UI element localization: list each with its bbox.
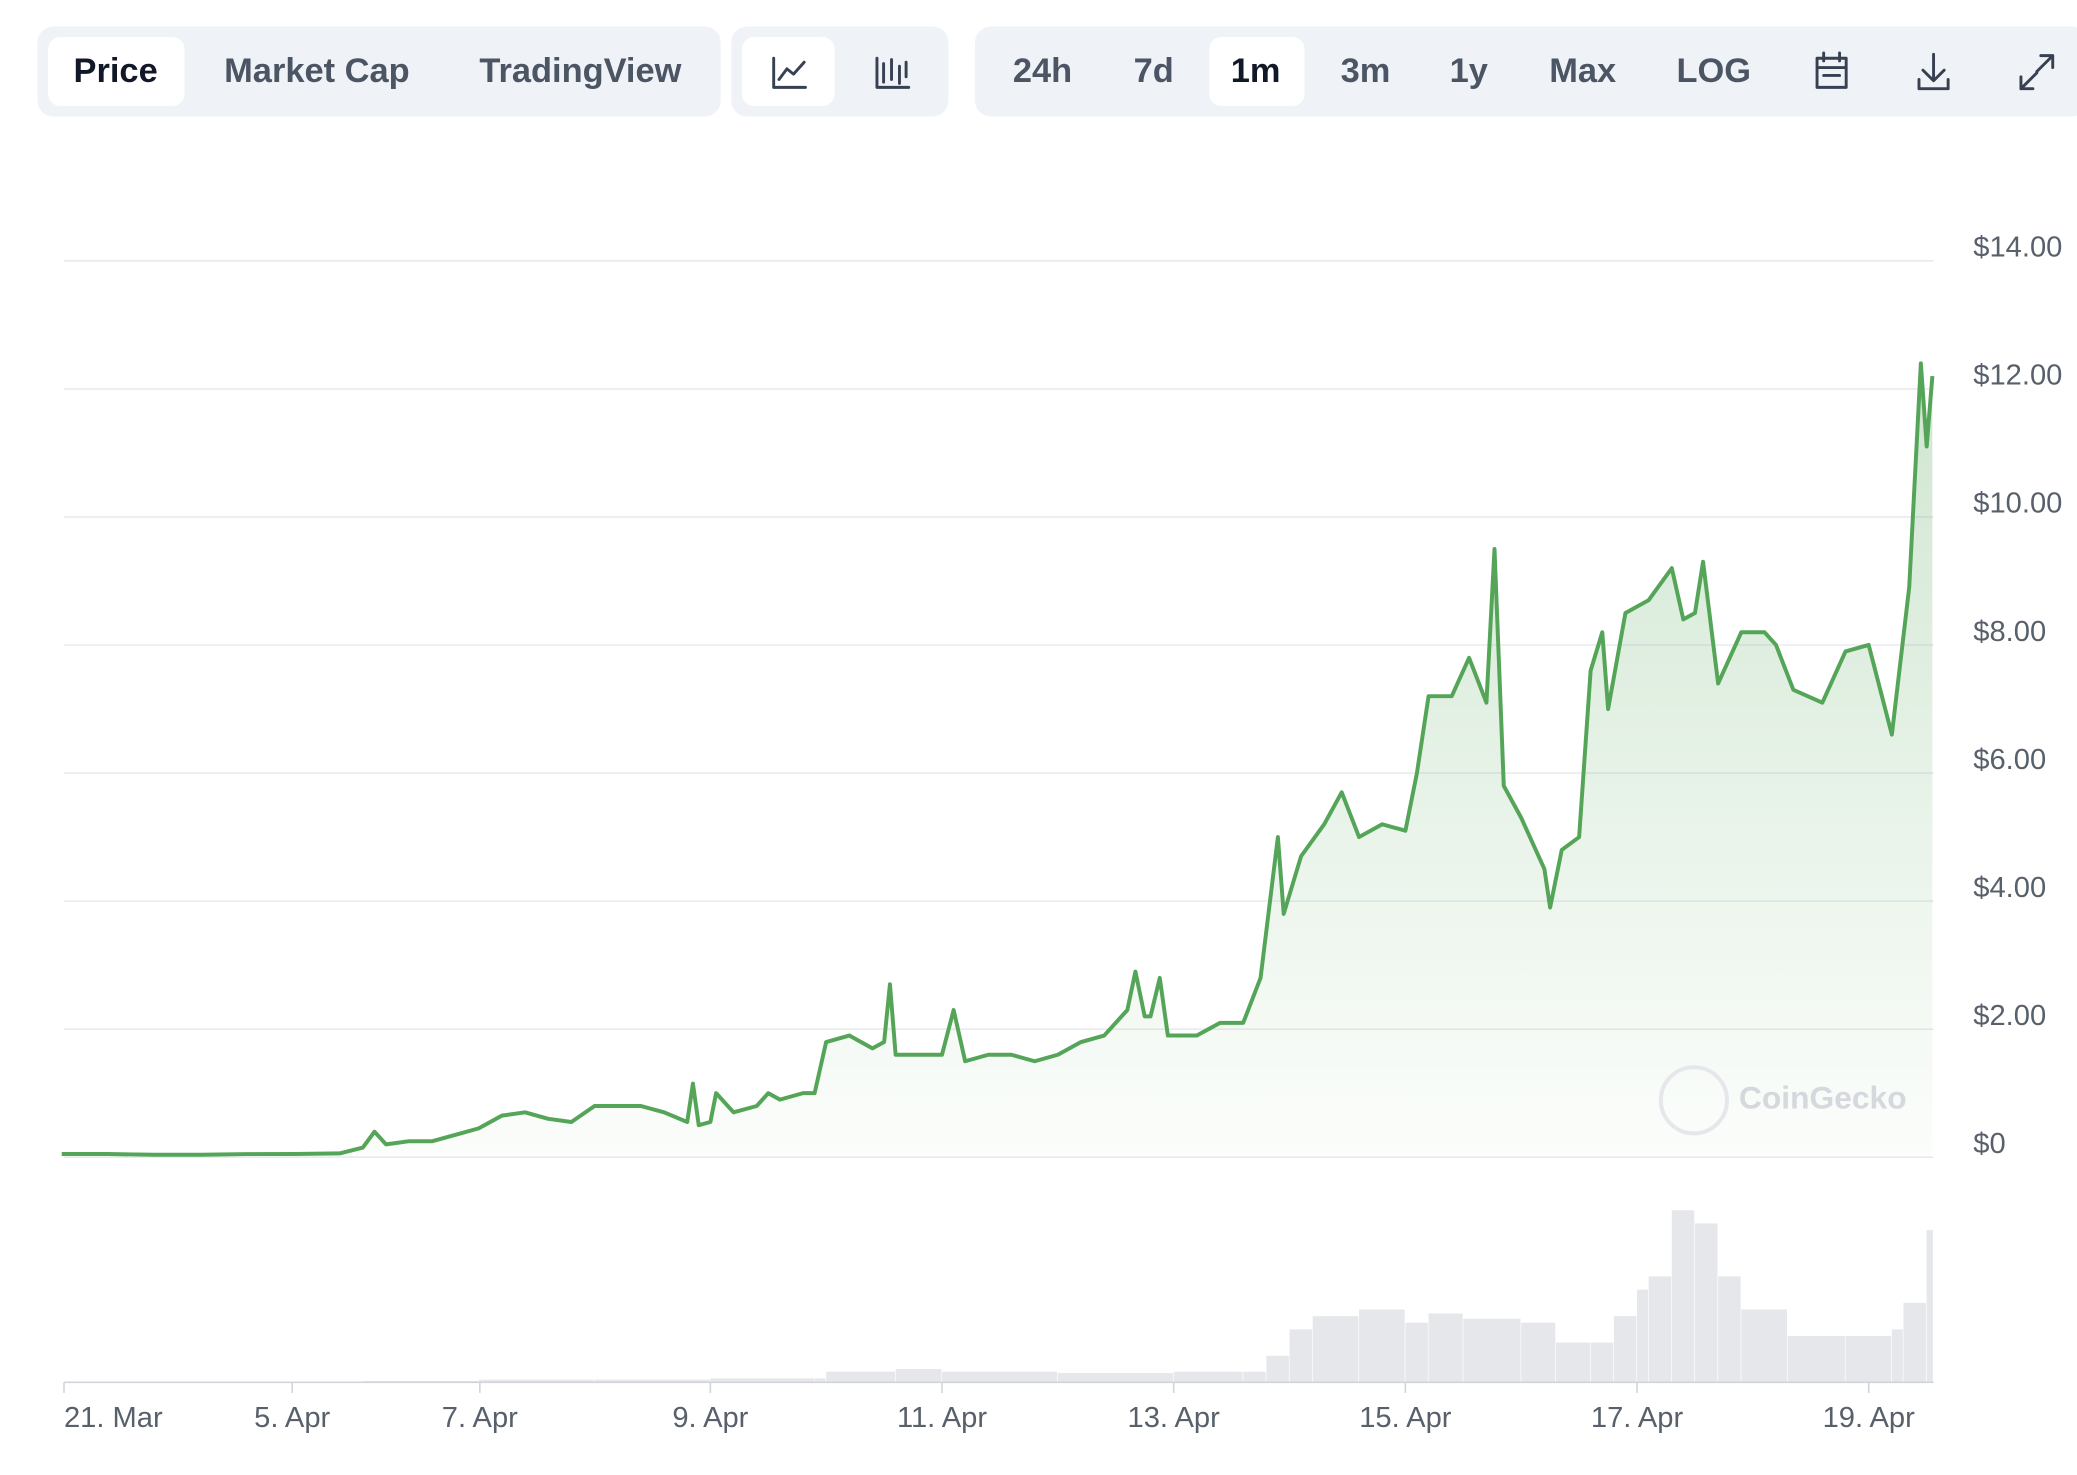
y-tick-label: $2.00: [1973, 1000, 2046, 1032]
volume-bar: [1891, 1329, 1903, 1383]
x-tick-label: 17. Apr: [1591, 1402, 1684, 1434]
y-tick-label: $10.00: [1973, 488, 2062, 520]
volume-bar: [1463, 1318, 1521, 1383]
range-button[interactable]: 1y: [1450, 52, 1488, 90]
volume-bar: [1845, 1335, 1892, 1383]
volume-bar: [1671, 1210, 1695, 1383]
volume-bar: [594, 1379, 710, 1383]
x-tick-label: 9. Apr: [672, 1402, 748, 1434]
volume-bar: [710, 1378, 814, 1383]
volume-bar: [1405, 1322, 1428, 1383]
volume-bar: [1718, 1276, 1741, 1383]
volume-bar: [826, 1371, 896, 1383]
active-tab: [48, 37, 185, 106]
volume-bar: [1648, 1276, 1672, 1383]
range-button[interactable]: 1m: [1231, 52, 1281, 90]
volume-bar: [895, 1369, 942, 1383]
expand-icon[interactable]: [2019, 54, 2055, 91]
volume-bar: [942, 1371, 1058, 1383]
view-toggle: [37, 26, 721, 117]
volume-bar: [1312, 1316, 1359, 1383]
price-area: [61, 363, 1933, 1158]
x-tick-label: 5. Apr: [254, 1402, 330, 1434]
volume-bar: [478, 1379, 594, 1383]
volume-bar: [1266, 1355, 1289, 1383]
calendar-icon[interactable]: [1815, 51, 1848, 89]
volume-bar: [1521, 1322, 1556, 1383]
range-button[interactable]: 7d: [1134, 52, 1174, 90]
volume-bar: [1359, 1309, 1405, 1383]
volume-bar: [1057, 1373, 1174, 1383]
volume-bar: [1555, 1342, 1591, 1383]
volume-bar: [1903, 1302, 1926, 1383]
volume-bar: [1787, 1335, 1845, 1383]
x-tick-label: 21. Mar: [64, 1402, 163, 1434]
x-tick-label: 11. Apr: [897, 1402, 987, 1434]
y-tick-label: $4.00: [1973, 872, 2046, 904]
volume-bar: [1289, 1329, 1313, 1383]
volume-bar: [1590, 1342, 1614, 1383]
range-button[interactable]: Max: [1549, 52, 1616, 90]
volume-bar: [1428, 1313, 1463, 1383]
volume-bar: [1694, 1223, 1718, 1383]
tab[interactable]: Market Cap: [224, 52, 409, 90]
active-range: [1209, 37, 1305, 106]
line-icon: [772, 56, 807, 89]
x-tick-label: 7. Apr: [442, 1402, 518, 1434]
y-tick-label: $14.00: [1973, 232, 2062, 264]
volume-bar: [1173, 1371, 1243, 1383]
range-button[interactable]: 24h: [1013, 52, 1072, 90]
volume-bar: [814, 1378, 826, 1383]
download-icon[interactable]: [1917, 52, 1950, 91]
y-tick-label: $6.00: [1973, 744, 2046, 776]
watermark: CoinGecko: [1739, 1080, 1907, 1116]
volume-bar: [1243, 1371, 1266, 1383]
volume-bar: [1926, 1230, 1933, 1383]
x-tick-label: 15. Apr: [1359, 1402, 1452, 1434]
volume-bar: [1741, 1309, 1787, 1383]
volume-bar: [1637, 1289, 1648, 1383]
volume-bar: [1613, 1316, 1637, 1383]
y-tick-label: $8.00: [1973, 616, 2046, 648]
watermark-logo: [1658, 1065, 1729, 1136]
tab[interactable]: Price: [74, 52, 158, 90]
range-button[interactable]: 3m: [1341, 52, 1391, 90]
x-tick-label: 13. Apr: [1128, 1402, 1221, 1434]
y-tick-label: $12.00: [1973, 360, 2062, 392]
price-line: [61, 361, 1935, 1157]
range-button[interactable]: LOG: [1676, 52, 1751, 90]
tab[interactable]: TradingView: [479, 52, 681, 90]
x-tick-label: 19. Apr: [1823, 1402, 1916, 1434]
y-tick-label: $0: [1973, 1128, 2005, 1160]
candle-icon[interactable]: [875, 56, 911, 89]
